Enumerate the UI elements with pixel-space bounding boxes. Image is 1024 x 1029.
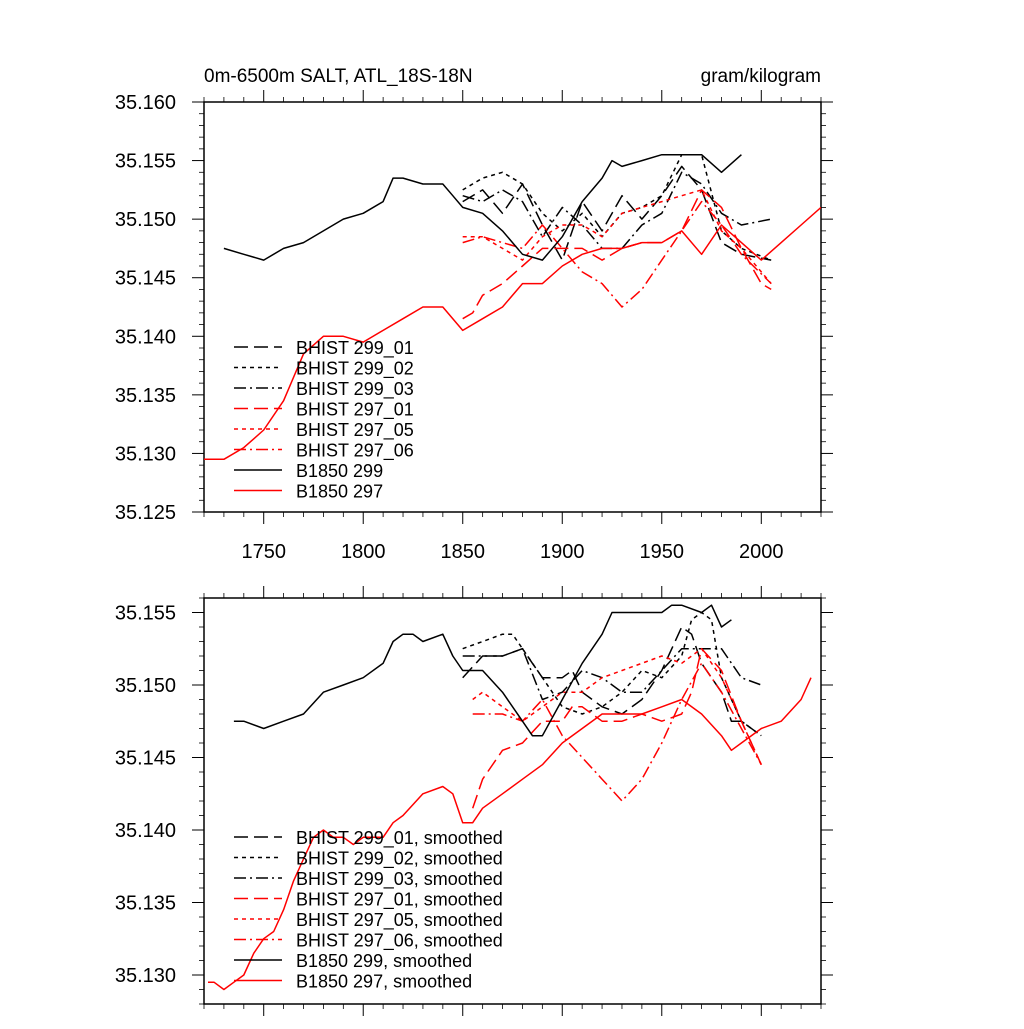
y-tick-label: 35.160 bbox=[115, 92, 176, 114]
x-tick-label: 1750 bbox=[241, 541, 286, 563]
legend-label: BHIST 297_06 bbox=[296, 441, 414, 462]
legend-label: BHIST 299_02, smoothed bbox=[296, 849, 503, 870]
series-line-bhist-297-01 bbox=[462, 189, 772, 320]
y-tick-label: 35.130 bbox=[115, 965, 176, 987]
legend-label: B1850 299 bbox=[296, 461, 383, 481]
y-tick-label: 35.130 bbox=[115, 443, 176, 465]
y-tick-label: 35.140 bbox=[115, 820, 176, 842]
legend-label: B1850 299, smoothed bbox=[296, 951, 472, 971]
series-line-b1850-297 bbox=[204, 206, 821, 461]
y-tick-label: 35.155 bbox=[115, 603, 176, 625]
y-tick-label: 35.145 bbox=[115, 748, 176, 770]
x-tick-label: 1900 bbox=[540, 541, 585, 563]
legend-label: BHIST 297_01, smoothed bbox=[296, 890, 503, 911]
legend-label: BHIST 297_05, smoothed bbox=[296, 910, 503, 931]
y-tick-label: 35.135 bbox=[115, 893, 176, 915]
series-line-bhist-299-03 bbox=[462, 171, 772, 250]
legend-label: BHIST 299_02 bbox=[296, 359, 414, 380]
series-line-bhist-299-03-smoothed bbox=[462, 647, 762, 701]
plot-panel-1: 0m-6500m SALT, ATL_18S-18N gram/kilogram 1… bbox=[115, 66, 833, 563]
series-group bbox=[204, 153, 821, 461]
y-tick-label: 35.140 bbox=[115, 326, 176, 348]
series-line-bhist-297-01-smoothed bbox=[471, 647, 762, 809]
x-tick-label: 1950 bbox=[640, 541, 685, 563]
legend-label: BHIST 297_01 bbox=[296, 400, 414, 421]
chart-title-left: 0m-6500m SALT, ATL_18S-18N bbox=[204, 66, 473, 87]
x-tick-label: 1850 bbox=[440, 541, 485, 563]
x-tick-label: 1800 bbox=[341, 541, 386, 563]
plot-panel-2: 35.130 35.135 35.140 35.145 35.150 35.155 BHIS… bbox=[115, 586, 833, 1016]
legend-label: BHIST 299_01 bbox=[296, 338, 414, 359]
y-tick-label: 35.150 bbox=[115, 209, 176, 231]
y-tick-label: 35.155 bbox=[115, 151, 176, 173]
plot-frame bbox=[203, 101, 822, 513]
legend-label: BHIST 297_06, smoothed bbox=[296, 931, 503, 952]
legend-label: BHIST 299_03, smoothed bbox=[296, 869, 503, 890]
series-line-b1850-299-smoothed bbox=[233, 604, 732, 737]
x-tick-label: 2000 bbox=[739, 541, 784, 563]
series-line-bhist-297-06 bbox=[462, 200, 772, 308]
y-tick-label: 35.135 bbox=[115, 385, 176, 407]
legend-label: B1850 297, smoothed bbox=[296, 972, 472, 992]
chart-title-right: gram/kilogram bbox=[701, 66, 821, 87]
legend-label: BHIST 299_03 bbox=[296, 379, 414, 400]
legend-label: B1850 297 bbox=[296, 482, 383, 502]
y-tick-label: 35.125 bbox=[115, 502, 176, 524]
series-group bbox=[208, 604, 812, 991]
y-tick-label: 35.150 bbox=[115, 675, 176, 697]
series-line-bhist-299-02-smoothed bbox=[462, 611, 762, 737]
y-tick-label: 35.145 bbox=[115, 268, 176, 290]
series-line-bhist-299-01 bbox=[462, 165, 772, 261]
legend-label: BHIST 297_05 bbox=[296, 420, 414, 441]
series-line-bhist-299-01-smoothed bbox=[462, 626, 762, 737]
series-line-b1850-297-smoothed bbox=[208, 677, 812, 991]
series-line-bhist-297-05 bbox=[462, 189, 772, 285]
series-line-b1850-299 bbox=[223, 153, 742, 261]
legend-label: BHIST 299_01, smoothed bbox=[296, 828, 503, 849]
series-line-bhist-297-05-smoothed bbox=[472, 647, 762, 766]
